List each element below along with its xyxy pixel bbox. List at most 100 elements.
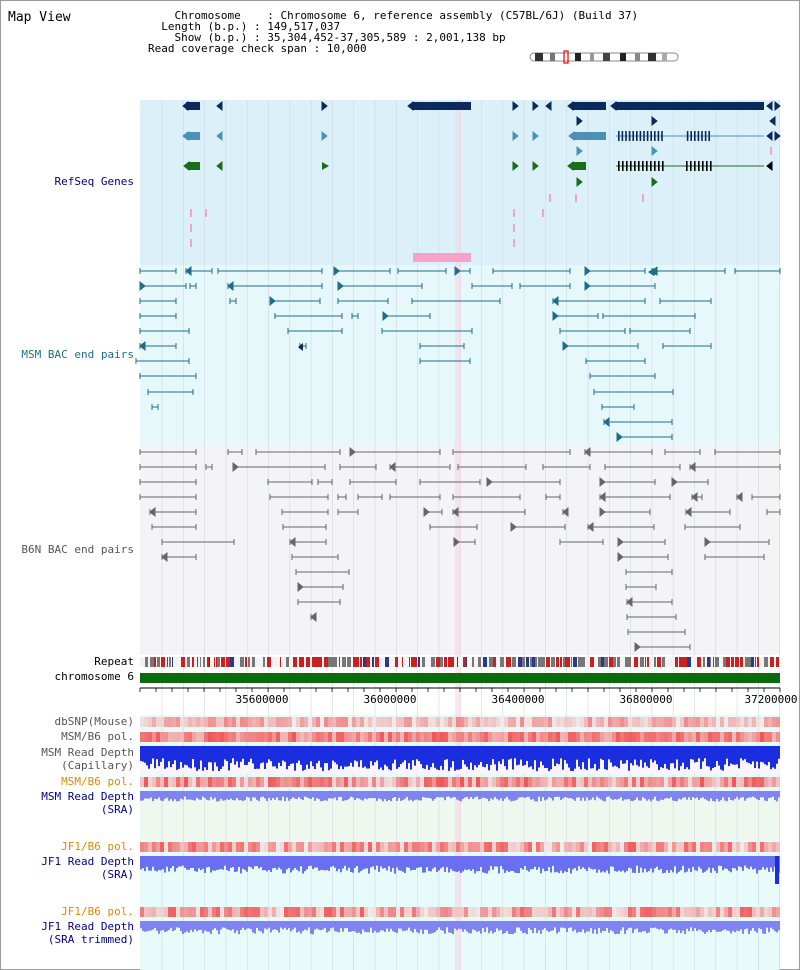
depth-bar [652, 791, 654, 800]
heat-cell [164, 732, 168, 742]
heat-cell [500, 777, 504, 787]
depth-bar [214, 921, 216, 929]
depth-bar [490, 921, 492, 931]
depth-bar [684, 791, 686, 798]
heat-cell [624, 907, 628, 917]
depth-bar [702, 746, 704, 762]
depth-bar [294, 746, 296, 771]
depth-bar [656, 791, 658, 801]
repeat-element [444, 657, 447, 667]
track-label-jf1-depth-sra[interactable]: JF1 Read Depth (SRA) [41, 855, 134, 881]
depth-bar [692, 746, 694, 760]
depth-bar [188, 746, 190, 768]
depth-bar [296, 791, 298, 800]
bac-end-arrow [289, 536, 296, 548]
depth-bar [684, 746, 686, 770]
depth-bar [254, 856, 256, 867]
depth-bar [472, 856, 474, 870]
track-label-msm-depth-capillary[interactable]: MSM Read Depth (Capillary) [41, 746, 134, 772]
bac-end-arrow [562, 506, 569, 518]
depth-bar [486, 856, 488, 874]
heat-cell [716, 717, 720, 727]
gene-exon [642, 161, 644, 171]
repeat-element [230, 657, 234, 667]
repeat-track[interactable] [140, 657, 780, 667]
heat-cell [680, 907, 684, 917]
depth-bar [584, 856, 586, 869]
depth-bar [608, 921, 610, 933]
read-depth-tracks[interactable] [140, 746, 780, 935]
track-label-msm-b6-pol[interactable]: MSM/B6 pol. [61, 730, 134, 743]
depth-bar [220, 921, 222, 930]
track-label-jf1-pol[interactable]: JF1/B6 pol. [61, 840, 134, 853]
depth-bar [726, 921, 728, 931]
heat-cell [636, 717, 640, 727]
heat-cell [484, 717, 488, 727]
heatmap-tracks[interactable] [140, 717, 780, 917]
track-label-jf1-depth-trimmed[interactable]: JF1 Read Depth (SRA trimmed) [41, 920, 134, 946]
b6n-bac-pairs[interactable] [139, 446, 781, 653]
track-label-msm-depth-sra[interactable]: MSM Read Depth (SRA) [41, 790, 134, 816]
track-label-b6n-bac[interactable]: B6N BAC end pairs [21, 543, 134, 556]
depth-bar [358, 921, 360, 933]
heat-cell [232, 907, 236, 917]
heat-cell [256, 842, 260, 852]
depth-bar [510, 791, 512, 802]
depth-bar [548, 856, 550, 868]
heat-cell [548, 907, 552, 917]
track-label-dbsnp[interactable]: dbSNP(Mouse) [54, 715, 134, 728]
heat-cell [596, 717, 600, 727]
depth-bar [476, 746, 478, 768]
heat-cell [168, 777, 172, 787]
depth-bar [476, 856, 478, 872]
depth-bar [278, 921, 280, 933]
heat-cell [316, 842, 320, 852]
depth-bar [218, 921, 220, 935]
msm-bac-pairs[interactable] [135, 265, 781, 443]
bac-end-arrow [584, 280, 591, 292]
refseq-genes[interactable] [182, 100, 781, 262]
repeat-element [778, 657, 779, 667]
heat-cell [276, 777, 280, 787]
heat-cell [636, 907, 640, 917]
depth-bar [306, 856, 308, 870]
depth-bar [182, 746, 184, 768]
track-label-msm-bac[interactable]: MSM BAC end pairs [21, 348, 134, 361]
depth-bar [768, 746, 770, 762]
gene-arrow [576, 176, 583, 188]
heat-cell [332, 717, 336, 727]
depth-bar [764, 746, 766, 765]
depth-bar [214, 856, 216, 871]
depth-bar [308, 791, 310, 799]
track-label-jf1-pol-2[interactable]: JF1/B6 pol. [61, 905, 134, 918]
chromosome-ideogram[interactable] [529, 50, 679, 64]
heat-cell [340, 717, 344, 727]
depth-bar [746, 921, 748, 929]
heat-cell [252, 717, 256, 727]
depth-bar [656, 921, 658, 929]
depth-bar [392, 921, 394, 932]
heat-cell [228, 717, 232, 727]
heat-cell [264, 842, 268, 852]
track-label-repeat[interactable]: Repeat [94, 655, 134, 668]
heat-cell [364, 842, 368, 852]
heat-cell [504, 777, 508, 787]
heat-cell [676, 777, 680, 787]
depth-bar [514, 856, 516, 873]
heat-cell [316, 717, 320, 727]
track-label-refseq[interactable]: RefSeq Genes [54, 175, 134, 188]
track-label-msm-b6-pol-2[interactable]: MSM/B6 pol. [61, 775, 134, 788]
repeat-element [221, 657, 225, 667]
depth-bar [714, 791, 716, 802]
chromosome-bar[interactable] [140, 673, 780, 683]
depth-bar [518, 856, 520, 874]
depth-bar [420, 921, 422, 930]
depth-bar [752, 746, 754, 762]
depth-bar [656, 856, 658, 867]
heat-cell [692, 732, 696, 742]
depth-bar [416, 791, 418, 800]
heat-cell [300, 732, 304, 742]
depth-bar [740, 921, 742, 930]
depth-bar [734, 746, 736, 765]
